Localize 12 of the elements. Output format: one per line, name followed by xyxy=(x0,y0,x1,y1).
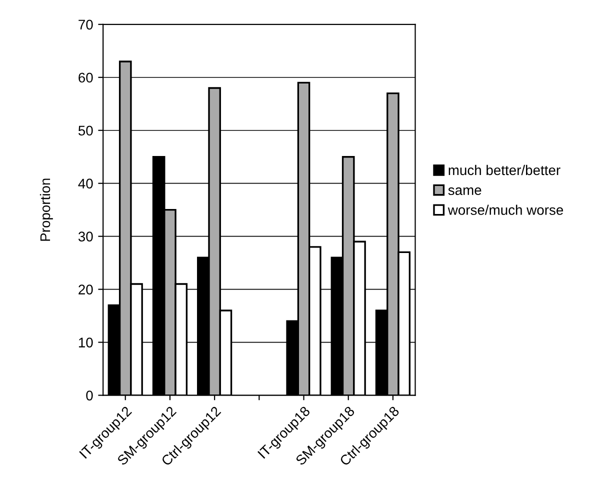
y-tick-label: 50 xyxy=(78,126,93,136)
legend-label: worse/much worse xyxy=(448,204,564,215)
y-tick-label: 0 xyxy=(86,390,93,400)
y-tick-label: 40 xyxy=(78,178,93,189)
y-tick-label: 10 xyxy=(78,338,93,348)
y-axis-title: Proportion xyxy=(40,178,53,241)
y-tick-label: 60 xyxy=(78,72,93,83)
legend-label: much better/better xyxy=(448,164,560,176)
y-tick-label: 70 xyxy=(78,20,93,30)
legend-label: same xyxy=(448,187,482,196)
y-tick-label: 30 xyxy=(78,232,93,242)
y-tick-label: 20 xyxy=(78,284,93,294)
